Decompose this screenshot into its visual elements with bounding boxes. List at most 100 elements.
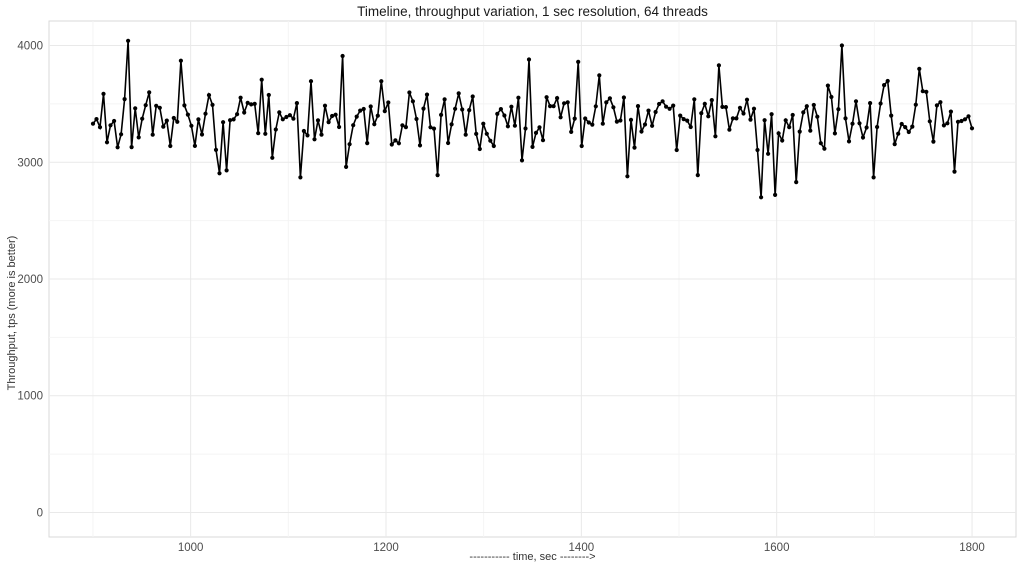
data-point bbox=[526, 57, 532, 62]
data-point bbox=[185, 112, 190, 117]
data-point bbox=[787, 125, 792, 130]
data-point bbox=[632, 145, 637, 150]
data-point bbox=[94, 117, 99, 122]
data-point bbox=[126, 38, 131, 43]
data-point bbox=[790, 112, 795, 118]
data-point bbox=[741, 111, 746, 116]
data-point bbox=[453, 106, 458, 111]
data-point bbox=[853, 99, 859, 104]
data-point bbox=[579, 143, 584, 149]
data-point bbox=[769, 112, 774, 117]
data-point bbox=[270, 155, 275, 160]
data-point bbox=[959, 118, 964, 124]
svg-text:1200: 1200 bbox=[373, 542, 399, 554]
data-point bbox=[481, 121, 486, 126]
data-point bbox=[140, 116, 145, 121]
data-point bbox=[252, 101, 257, 106]
data-point bbox=[952, 169, 957, 174]
data-point bbox=[706, 114, 711, 119]
data-point bbox=[906, 129, 911, 135]
data-point bbox=[759, 195, 764, 200]
data-point bbox=[161, 124, 166, 129]
data-point bbox=[90, 121, 96, 126]
data-point bbox=[347, 142, 352, 147]
data-point bbox=[572, 116, 577, 121]
data-point bbox=[291, 116, 296, 121]
data-point bbox=[171, 115, 176, 121]
data-point bbox=[308, 79, 314, 84]
data-point bbox=[242, 110, 247, 115]
data-point bbox=[910, 124, 915, 129]
data-point bbox=[766, 151, 771, 156]
data-point bbox=[565, 100, 570, 105]
data-point bbox=[555, 96, 560, 101]
x-tick-labels: 1000 1200 1400 1600 1800 bbox=[178, 542, 985, 554]
data-point bbox=[512, 123, 518, 128]
data-point bbox=[129, 145, 134, 150]
data-point bbox=[319, 132, 324, 137]
data-point bbox=[221, 120, 226, 125]
data-point bbox=[860, 135, 866, 140]
data-point bbox=[927, 119, 932, 124]
data-point bbox=[382, 109, 387, 114]
svg-text:3000: 3000 bbox=[17, 157, 43, 169]
data-point bbox=[414, 116, 419, 122]
data-point bbox=[811, 102, 816, 108]
data-point bbox=[903, 125, 908, 130]
data-point bbox=[878, 101, 883, 106]
data-point bbox=[671, 103, 676, 108]
data-point bbox=[962, 117, 968, 122]
svg-text:4000: 4000 bbox=[17, 41, 43, 53]
svg-text:0: 0 bbox=[37, 507, 43, 519]
svg-text:1400: 1400 bbox=[569, 542, 595, 554]
y-axis-label: Throughput, tps (more is better) bbox=[6, 235, 18, 391]
data-point bbox=[431, 126, 437, 131]
data-point bbox=[614, 119, 620, 124]
chart-title: Timeline, throughput variation, 1 sec re… bbox=[357, 4, 708, 19]
data-point bbox=[948, 109, 954, 114]
data-point bbox=[593, 104, 598, 109]
data-point bbox=[913, 102, 918, 107]
data-point bbox=[189, 123, 194, 128]
data-point bbox=[294, 101, 299, 106]
data-point bbox=[931, 139, 936, 144]
data-point bbox=[196, 117, 201, 122]
svg-text:1000: 1000 bbox=[178, 542, 204, 554]
data-point bbox=[727, 127, 732, 132]
data-point bbox=[365, 141, 370, 146]
data-point bbox=[322, 103, 328, 108]
data-point bbox=[396, 141, 401, 146]
data-point bbox=[168, 143, 173, 149]
data-point bbox=[920, 89, 925, 94]
svg-text:1800: 1800 bbox=[959, 542, 985, 554]
data-point bbox=[635, 104, 641, 109]
throughput-points bbox=[90, 38, 975, 200]
data-point bbox=[938, 100, 943, 105]
data-point bbox=[498, 107, 503, 112]
data-point bbox=[871, 175, 876, 180]
data-point bbox=[646, 108, 651, 113]
data-point bbox=[389, 142, 394, 147]
data-point bbox=[150, 132, 155, 137]
data-point bbox=[551, 104, 556, 109]
data-point bbox=[277, 110, 282, 115]
data-point bbox=[407, 90, 412, 95]
data-point bbox=[301, 128, 306, 134]
data-point bbox=[955, 119, 961, 124]
data-point bbox=[678, 113, 683, 118]
data-point bbox=[583, 116, 588, 121]
data-point bbox=[839, 43, 845, 48]
data-point bbox=[576, 59, 581, 64]
data-point bbox=[502, 113, 507, 118]
data-point bbox=[154, 103, 159, 108]
data-point bbox=[875, 124, 880, 130]
data-point bbox=[808, 128, 813, 133]
data-point bbox=[699, 111, 704, 116]
data-point bbox=[442, 97, 447, 102]
data-point bbox=[97, 125, 103, 130]
data-point bbox=[850, 121, 855, 126]
data-point bbox=[326, 120, 331, 125]
data-point bbox=[667, 106, 672, 111]
